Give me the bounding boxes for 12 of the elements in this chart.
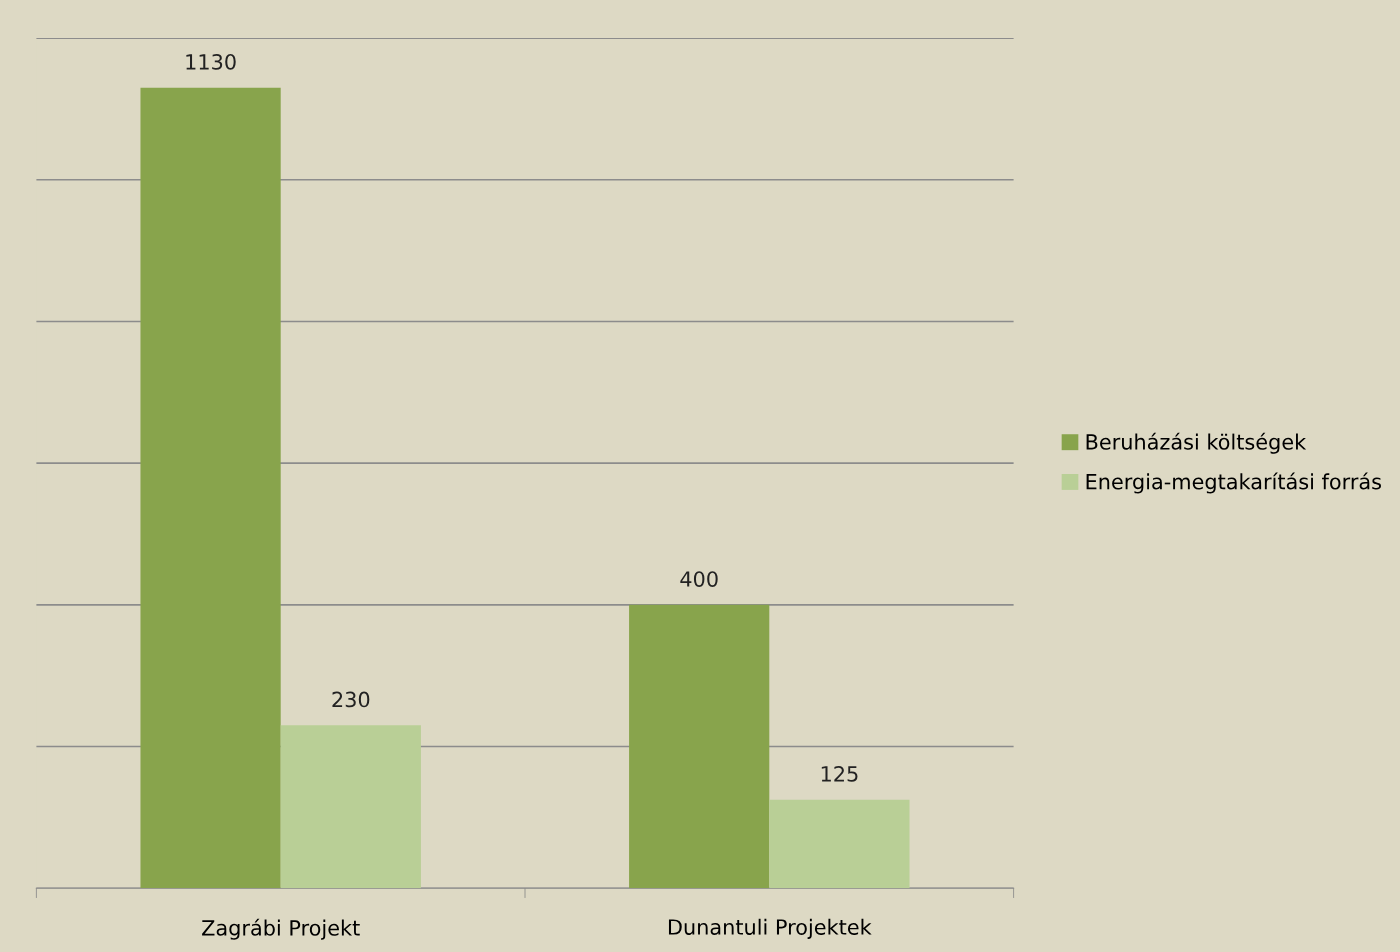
x-tick-label: Dunantuli Projektek [668, 918, 872, 939]
bar [140, 87, 281, 889]
data-label: 125 [821, 765, 858, 782]
data-label: 1130 [186, 53, 236, 70]
bar [629, 604, 770, 889]
legend-label: Energia-megtakarítási forrás [1086, 472, 1382, 494]
bar [769, 799, 910, 889]
data-label: 230 [332, 691, 370, 708]
bar [280, 725, 421, 889]
legend-label: Beruházási költségek [1086, 432, 1307, 454]
x-tick-label: Zagrábi Projekt [202, 918, 360, 940]
data-label: 400 [680, 571, 718, 587]
